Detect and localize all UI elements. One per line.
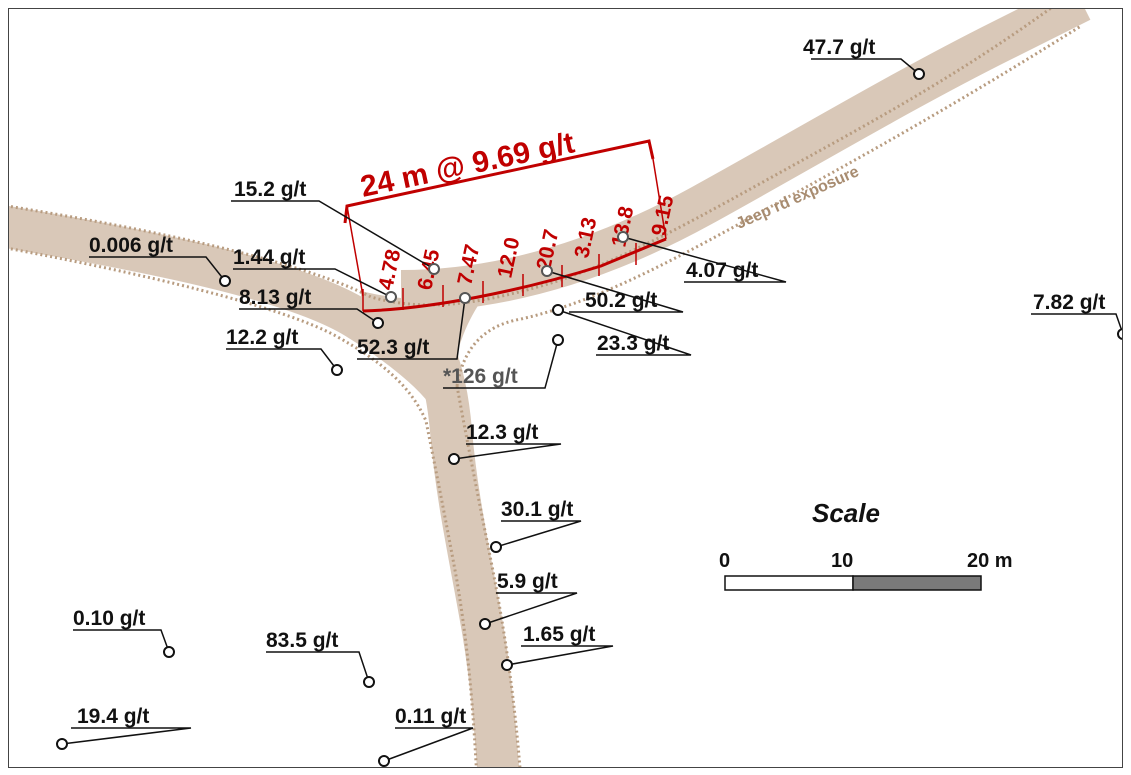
sample-point: [479, 618, 491, 630]
sample-point: [363, 676, 375, 688]
channel-bracket: [343, 139, 655, 224]
sample-label: 23.3 g/t: [597, 332, 669, 355]
leader-lines: [61, 58, 1122, 762]
sample-label: 1.44 g/t: [233, 246, 305, 269]
sample-point: [219, 275, 231, 287]
sample-point: [1117, 328, 1122, 340]
sample-point: [501, 659, 513, 671]
sample-labels: 47.7 g/t 15.2 g/t 0.006 g/t 1.44 g/t 8.1…: [73, 36, 1105, 728]
sample-label: 30.1 g/t: [501, 498, 573, 521]
sample-point: [459, 292, 471, 304]
sample-label: 0.11 g/t: [395, 705, 466, 728]
sample-label: 50.2 g/t: [585, 289, 657, 312]
scale-tick-label: 0: [719, 550, 730, 572]
scale-title: Scale: [812, 498, 880, 528]
map-canvas: Jeep rd exposure 24 m @ 9.69 g/t 4.78 6.…: [9, 9, 1122, 767]
sample-label: 8.13 g/t: [239, 286, 311, 309]
road-junction: [361, 291, 481, 401]
sample-label: 52.3 g/t: [357, 336, 429, 359]
sample-label: 19.4 g/t: [77, 705, 149, 728]
sample-point: [617, 231, 629, 243]
sample-point: [448, 453, 460, 465]
sample-point: [552, 304, 564, 316]
sample-point: [913, 68, 925, 80]
sample-label: 0.10 g/t: [73, 607, 145, 630]
channel-baseline: [362, 237, 667, 313]
sample-point: [385, 291, 397, 303]
scale-bar: Scale 0 10 20 m: [719, 498, 1013, 591]
sample-label: 5.9 g/t: [497, 570, 558, 593]
sample-label: 15.2 g/t: [234, 178, 306, 201]
sample-point: [552, 334, 564, 346]
road-network: Jeep rd exposure: [9, 9, 1091, 767]
sample-point: [541, 265, 553, 277]
channel-headline: 24 m @ 9.69 g/t: [358, 126, 578, 204]
sample-label: 47.7 g/t: [803, 36, 875, 59]
sample-label: *126 g/t: [443, 365, 518, 388]
road-branch-northeast: [400, 9, 1091, 312]
sample-label: 83.5 g/t: [266, 629, 338, 652]
sample-point: [163, 646, 175, 658]
channel-value: 4.78: [374, 247, 405, 292]
sample-point: [56, 738, 68, 750]
scale-segment-dark: [852, 575, 982, 591]
map-frame: Jeep rd exposure 24 m @ 9.69 g/t 4.78 6.…: [8, 8, 1123, 768]
sample-point: [331, 364, 343, 376]
channel-ticks: [362, 243, 637, 311]
sample-point: [378, 755, 390, 767]
sample-label: 7.82 g/t: [1033, 291, 1105, 314]
road-edges: [9, 9, 1082, 767]
sample-label: 1.65 g/t: [523, 623, 595, 646]
scale-segment-light: [724, 575, 854, 591]
scale-tick-label: 10: [831, 550, 853, 572]
sample-label: 0.006 g/t: [89, 234, 173, 257]
sample-points: [56, 68, 1122, 767]
sample-label: 12.3 g/t: [466, 421, 538, 444]
scale-tick-label: 20 m: [967, 550, 1013, 572]
sample-label: 12.2 g/t: [226, 326, 298, 349]
sample-point: [428, 263, 440, 275]
sample-label: 4.07 g/t: [686, 259, 758, 282]
sample-point: [372, 317, 384, 329]
sample-point: [490, 541, 502, 553]
